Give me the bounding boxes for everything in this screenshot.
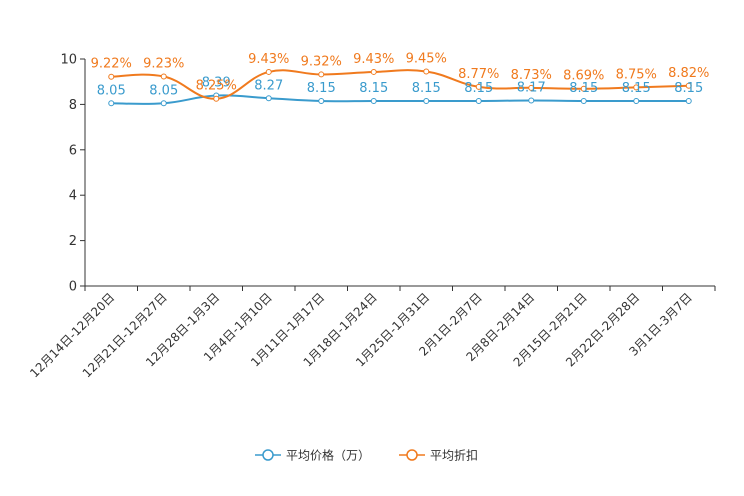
series-1-point[interactable] xyxy=(265,95,272,102)
series-1-point[interactable] xyxy=(528,97,535,104)
series-2-data-label: 9.43% xyxy=(248,52,289,67)
series-2-point[interactable] xyxy=(213,95,220,102)
y-tick-label: 0 xyxy=(69,280,77,295)
series-2-point[interactable] xyxy=(633,84,640,91)
series-2-point[interactable] xyxy=(265,68,272,75)
y-tick-label: 4 xyxy=(69,189,77,204)
series-1-data-label: 8.27 xyxy=(254,78,283,93)
legend[interactable]: 平均价格（万） 平均折扣 xyxy=(255,448,478,463)
series-2-point[interactable] xyxy=(108,73,115,80)
series-1-point[interactable] xyxy=(423,97,430,104)
series-1-data-label: 8.05 xyxy=(97,83,126,98)
legend-item-1[interactable]: 平均价格（万） xyxy=(255,448,370,463)
series-1-data-label: 8.15 xyxy=(307,81,336,96)
legend-item-2[interactable]: 平均折扣 xyxy=(399,448,478,463)
y-tick-label: 8 xyxy=(69,98,77,113)
series-2-data-label: 9.22% xyxy=(91,57,132,72)
legend-label: 平均折扣 xyxy=(430,448,478,463)
series-2-data-label: 8.77% xyxy=(458,67,499,82)
legend-marker-icon xyxy=(406,449,418,461)
series-1-point[interactable] xyxy=(318,97,325,104)
y-tick-label: 6 xyxy=(69,143,77,158)
series-2-point[interactable] xyxy=(160,73,167,80)
series-1-point[interactable] xyxy=(685,97,692,104)
series-2-data-label: 8.69% xyxy=(563,69,604,84)
series-1-point[interactable] xyxy=(108,100,115,107)
series-1-data-label: 8.15 xyxy=(569,81,598,96)
series-1-data-label: 8.17 xyxy=(517,81,546,96)
series-1-data-label: 8.15 xyxy=(674,81,703,96)
series-1-data-label: 8.15 xyxy=(622,81,651,96)
series-1-data-label: 8.05 xyxy=(149,83,178,98)
legend-label: 平均价格（万） xyxy=(286,448,370,463)
series-2-data-label: 9.32% xyxy=(301,54,342,69)
series-1-data-label: 8.15 xyxy=(464,81,493,96)
series-line-2 xyxy=(111,69,689,100)
series-2-point[interactable] xyxy=(685,82,692,89)
data-labels: 8.05 8.05 8.39 8.27 8.15 8.15 8.15 8.15 8.17 8.15… xyxy=(91,51,710,98)
series-1-point[interactable] xyxy=(475,97,482,104)
y-tick-label: 10 xyxy=(60,53,77,68)
series-2-data-label: 8.73% xyxy=(511,68,552,83)
series-1-point[interactable] xyxy=(633,97,640,104)
series-2-data-label: 8.25% xyxy=(196,79,237,94)
series-1-data-label: 8.15 xyxy=(412,81,441,96)
series-1-data-label: 8.39 xyxy=(202,76,231,91)
series-1-data-label: 8.15 xyxy=(359,81,388,96)
series-2-data-label: 9.43% xyxy=(353,52,394,67)
series-2-point[interactable] xyxy=(528,84,535,91)
series-line-1 xyxy=(111,94,689,105)
series-2-point[interactable] xyxy=(370,68,377,75)
series-2-point[interactable] xyxy=(318,71,325,78)
y-tick-label: 2 xyxy=(69,234,77,249)
series-layer xyxy=(108,68,692,107)
series-2-data-label: 8.75% xyxy=(616,67,657,82)
series-2-data-label: 8.82% xyxy=(668,66,709,81)
x-tick-label: 12月14日-12月20日 xyxy=(27,290,117,380)
series-2-data-label: 9.23% xyxy=(143,56,184,71)
series-2-point[interactable] xyxy=(423,68,430,75)
series-2-point[interactable] xyxy=(475,83,482,90)
series-2-point[interactable] xyxy=(580,85,587,92)
legend-marker-icon xyxy=(262,449,274,461)
series-1-point[interactable] xyxy=(160,100,167,107)
series-1-point[interactable] xyxy=(580,97,587,104)
series-1-point[interactable] xyxy=(370,97,377,104)
series-2-data-label: 9.45% xyxy=(406,51,447,66)
